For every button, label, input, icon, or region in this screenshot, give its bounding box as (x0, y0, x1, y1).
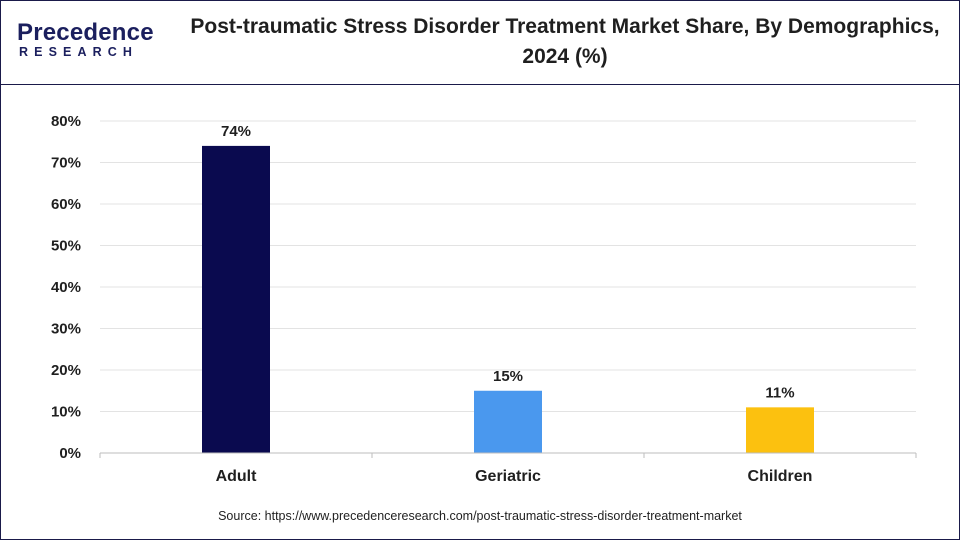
y-tick-label: 70% (51, 155, 81, 172)
bar-children (746, 407, 814, 453)
data-label: 15% (493, 368, 523, 385)
y-axis-ticks: 0% 10% 20% 30% 40% 50% 60% 70% 80% (51, 113, 81, 462)
x-tick-label: Adult (216, 468, 258, 485)
header: Precedence RESEARCH Post-traumatic Stres… (0, 0, 960, 85)
y-tick-label: 80% (51, 113, 81, 130)
data-labels: 74% 15% 11% (221, 123, 795, 401)
bar-chart: 0% 10% 20% 30% 40% 50% 60% 70% 80% Adult Geriatri… (51, 113, 917, 485)
bar-adult (202, 145, 270, 453)
brand-logo: Precedence RESEARCH (17, 19, 157, 63)
x-axis: Adult Geriatric Children (99, 452, 917, 485)
bars (202, 145, 814, 453)
logo-subtext: RESEARCH (19, 45, 138, 59)
logo-text: Precedence (17, 19, 154, 46)
y-tick-label: 40% (51, 279, 81, 296)
x-tick-label: Children (748, 468, 813, 485)
y-tick-label: 50% (51, 238, 81, 255)
y-tick-label: 0% (59, 445, 81, 462)
y-tick-label: 20% (51, 362, 81, 379)
data-label: 11% (765, 384, 794, 401)
bar-geriatric (474, 390, 542, 453)
y-tick-label: 30% (51, 321, 81, 338)
source-note: Source: https://www.precedenceresearch.c… (218, 509, 742, 523)
x-tick-label: Geriatric (475, 468, 541, 485)
y-tick-label: 10% (51, 404, 81, 421)
y-tick-label: 60% (51, 196, 81, 213)
chart-title: Post-traumatic Stress Disorder Treatment… (190, 15, 940, 68)
data-label: 74% (221, 123, 251, 140)
